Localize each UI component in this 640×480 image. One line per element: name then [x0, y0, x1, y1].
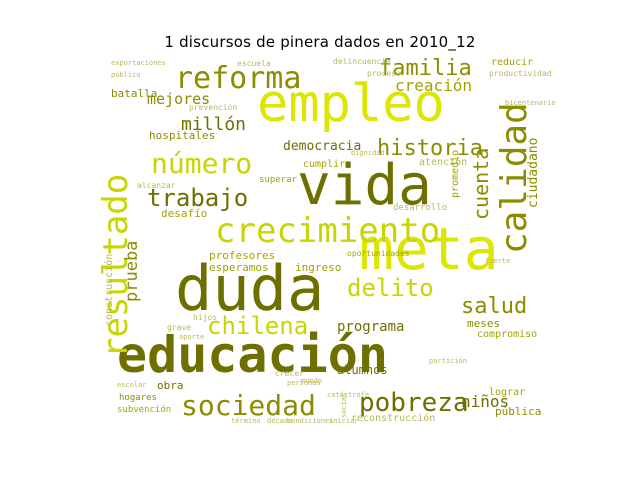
word: fuerte [485, 257, 511, 265]
word: número [151, 147, 253, 180]
word: público [111, 71, 141, 79]
word: escolar [117, 381, 147, 389]
word: alcanzar [137, 181, 176, 190]
word: superar [259, 175, 297, 185]
word: meta [359, 215, 499, 283]
word: exportaciones [111, 59, 166, 67]
word: prueba [122, 240, 142, 302]
word: historia [377, 136, 483, 161]
word: millón [181, 114, 247, 135]
word: década [267, 417, 293, 425]
word: pobreza [359, 388, 469, 418]
word: desarrollo [393, 203, 448, 213]
word: social [340, 392, 348, 418]
word: promedio [450, 149, 461, 198]
word: lograr [489, 387, 526, 398]
word: catástrofe [327, 391, 370, 399]
word: trabajo [147, 184, 249, 212]
word-cloud: educación duda vida empleo meta crecimie… [97, 58, 555, 431]
word: hospitales [149, 129, 216, 142]
word: grave [167, 323, 192, 332]
word: sociedad [181, 389, 316, 422]
word: ingreso [295, 261, 342, 274]
word: obra [157, 379, 184, 392]
word: prevención [189, 103, 238, 112]
word: bicentenario [505, 99, 555, 107]
word: término [231, 417, 261, 425]
word: crecer [275, 369, 304, 378]
word: desafío [161, 207, 208, 220]
word: hijos [193, 313, 218, 322]
word: reconstrucción [351, 413, 436, 424]
word: ciudadano [526, 137, 541, 208]
word: iniciar [329, 417, 359, 425]
word: cumplir [303, 159, 346, 170]
word: duda [175, 252, 325, 325]
word: reducir [491, 58, 534, 68]
word: proceso [367, 69, 401, 78]
word: dignidad [351, 149, 385, 157]
word: subvención [117, 405, 172, 415]
word: delincuencia [333, 58, 391, 66]
word: programa [337, 319, 405, 335]
word: creación [395, 76, 473, 95]
word: batalla [111, 87, 158, 100]
word: escuela [237, 59, 271, 68]
word: cuenta [469, 147, 493, 220]
word: hogares [119, 393, 157, 403]
word: salud [461, 294, 528, 319]
chart-title: 1 discursos de pinera dados en 2010_12 [164, 33, 476, 51]
word: esperamos [209, 261, 269, 274]
word: familia [379, 58, 472, 81]
word: compromiso [477, 329, 538, 340]
word: meses [467, 317, 501, 330]
word: educación [117, 326, 388, 384]
word: delito [347, 274, 434, 302]
word: alumnos [337, 363, 388, 377]
word: atención [419, 157, 468, 168]
word: aporte [179, 333, 205, 341]
word: condiciones [287, 417, 334, 425]
word: chilena [207, 312, 309, 340]
word: productividad [489, 69, 552, 78]
word: oportunidades [347, 249, 410, 258]
word: niños [461, 392, 510, 411]
word: profesores [209, 249, 276, 262]
word: reforma [175, 61, 302, 96]
word: mejores [147, 90, 211, 108]
word: personas [287, 379, 321, 387]
word: construcción [104, 253, 115, 326]
word: pública [495, 405, 542, 418]
word: partición [429, 357, 467, 365]
word: mundo [301, 377, 323, 385]
word: vida [297, 153, 432, 218]
word: democracia [283, 139, 362, 154]
word: empleo [257, 74, 445, 134]
word: crecimiento [215, 211, 441, 251]
